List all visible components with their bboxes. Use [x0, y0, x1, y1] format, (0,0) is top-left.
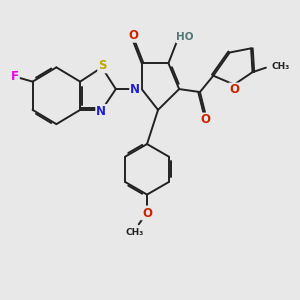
Text: F: F [11, 70, 19, 83]
Text: O: O [142, 206, 152, 220]
Text: HO: HO [176, 32, 194, 42]
Text: CH₃: CH₃ [271, 62, 290, 71]
Text: S: S [98, 59, 107, 72]
Text: N: N [130, 82, 140, 96]
Text: O: O [128, 29, 138, 42]
Text: O: O [200, 113, 210, 127]
Text: O: O [229, 83, 239, 97]
Text: N: N [96, 105, 106, 118]
Text: CH₃: CH₃ [125, 228, 144, 237]
